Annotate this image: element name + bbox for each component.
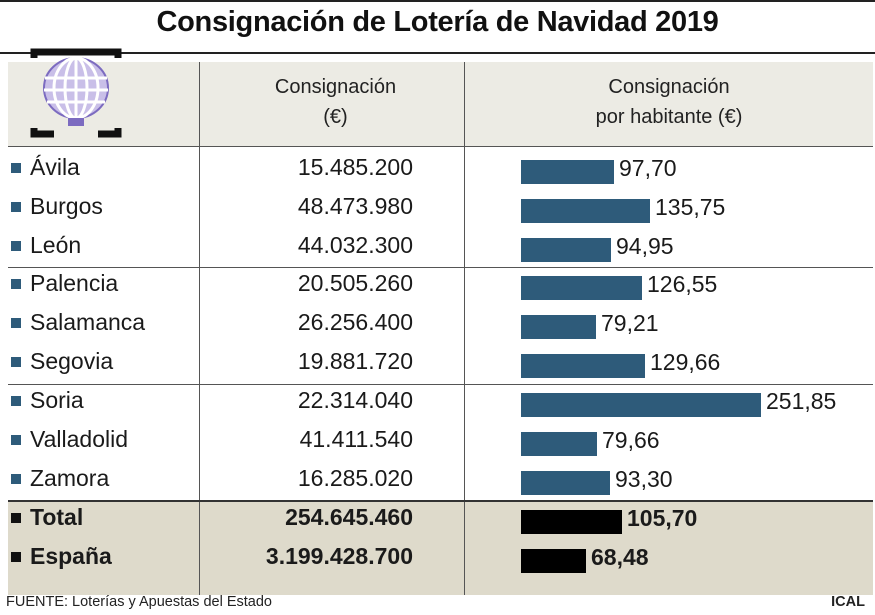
per-capita-bar: [521, 549, 586, 573]
table-row: Soria 22.314.040 251,85: [8, 384, 873, 423]
header-background: [8, 62, 873, 146]
per-capita-label: 79,66: [602, 427, 660, 453]
title-rule: [0, 52, 875, 54]
totals-background: [8, 501, 873, 595]
row-name: Valladolid: [30, 426, 129, 452]
row-consignacion-value: 44.032.300: [297, 232, 413, 258]
row-marker: [11, 396, 21, 406]
row-marker: [11, 163, 21, 173]
row-name: Soria: [30, 387, 84, 413]
header-divider: [8, 146, 873, 147]
column-header-consignacion: Consignación (€): [198, 72, 473, 132]
top-rule: [0, 0, 875, 2]
row-consignacion-value: 20.505.260: [297, 270, 413, 296]
row-consignacion-value: 16.285.020: [297, 465, 413, 491]
row-name: España: [30, 543, 112, 569]
row-name: León: [30, 232, 82, 258]
per-capita-bar: [521, 276, 642, 300]
brand-label: ICAL: [831, 594, 865, 610]
row-consignacion-value: 26.256.400: [297, 309, 413, 335]
column-header-consignacion-line1: Consignación: [274, 76, 397, 98]
row-marker: [11, 435, 21, 445]
row-consignacion-value: 41.411.540: [299, 426, 413, 452]
per-capita-label: 68,48: [591, 544, 649, 570]
per-capita-label: 251,85: [766, 388, 837, 414]
row-consignacion-value: 3.199.428.700: [265, 543, 413, 569]
per-capita-label: 94,95: [616, 233, 674, 259]
row-consignacion-value: 19.881.720: [297, 348, 413, 374]
row-marker: [11, 474, 21, 484]
per-capita-label: 97,70: [619, 155, 677, 181]
row-marker: [11, 513, 21, 523]
row-name: Total: [30, 504, 84, 530]
per-capita-bar: [521, 471, 610, 495]
per-capita-label: 105,70: [627, 505, 698, 531]
table-panel: Consignación (€) Consignación por habita…: [8, 48, 873, 595]
totals-divider: [8, 500, 873, 502]
column-divider-2: [464, 62, 465, 595]
table-row: Total 254.645.460 105,70: [8, 501, 873, 540]
row-consignacion-value: 254.645.460: [285, 504, 413, 530]
per-capita-bar: [521, 238, 611, 262]
per-capita-bar: [521, 354, 645, 378]
table-row: Segovia 19.881.720 129,66: [8, 345, 873, 384]
row-name: Zamora: [30, 465, 110, 491]
row-consignacion-value: 48.473.980: [297, 193, 413, 219]
per-capita-bar: [521, 432, 597, 456]
row-name: Burgos: [30, 193, 103, 219]
table-row: Zamora 16.285.020 93,30: [8, 462, 873, 501]
table-row: Ávila 15.485.200 97,70: [8, 151, 873, 190]
row-marker: [11, 241, 21, 251]
column-header-per-capita: Consignación por habitante (€): [465, 72, 873, 132]
group-divider-1: [8, 267, 873, 268]
table-row: Palencia 20.505.260 126,55: [8, 267, 873, 306]
row-consignacion-value: 15.485.200: [297, 154, 413, 180]
per-capita-bar: [521, 160, 614, 184]
row-marker: [11, 202, 21, 212]
table-row: León 44.032.300 94,95: [8, 229, 873, 268]
per-capita-label: 129,66: [650, 349, 721, 375]
per-capita-bar: [521, 315, 596, 339]
table-row: Valladolid 41.411.540 79,66: [8, 423, 873, 462]
group-divider-2: [8, 384, 873, 385]
column-divider-1: [199, 62, 200, 595]
per-capita-bar: [521, 199, 650, 223]
row-marker: [11, 318, 21, 328]
row-name: Segovia: [30, 348, 114, 374]
source-note: FUENTE: Loterías y Apuestas del Estado: [6, 594, 272, 610]
per-capita-bar: [521, 510, 622, 534]
row-marker: [11, 357, 21, 367]
lottery-drum-icon: [30, 48, 122, 138]
per-capita-label: 93,30: [615, 466, 673, 492]
row-name: Palencia: [30, 270, 119, 296]
row-marker: [11, 552, 21, 562]
row-marker: [11, 279, 21, 289]
table-row: Burgos 48.473.980 135,75: [8, 190, 873, 229]
chart-title: Consignación de Lotería de Navidad 2019: [156, 6, 719, 38]
row-name: Salamanca: [30, 309, 146, 335]
per-capita-label: 79,21: [601, 310, 659, 336]
column-header-per-capita-line2: por habitante (€): [595, 106, 743, 128]
column-header-consignacion-line2: (€): [323, 106, 348, 128]
row-name: Ávila: [30, 154, 80, 180]
table-row: Salamanca 26.256.400 79,21: [8, 306, 873, 345]
column-header-per-capita-line1: Consignación: [608, 76, 730, 98]
per-capita-label: 126,55: [647, 271, 718, 297]
row-consignacion-value: 22.314.040: [297, 387, 413, 413]
per-capita-label: 135,75: [655, 194, 726, 220]
per-capita-bar: [521, 393, 761, 417]
table-row: España 3.199.428.700 68,48: [8, 540, 873, 579]
